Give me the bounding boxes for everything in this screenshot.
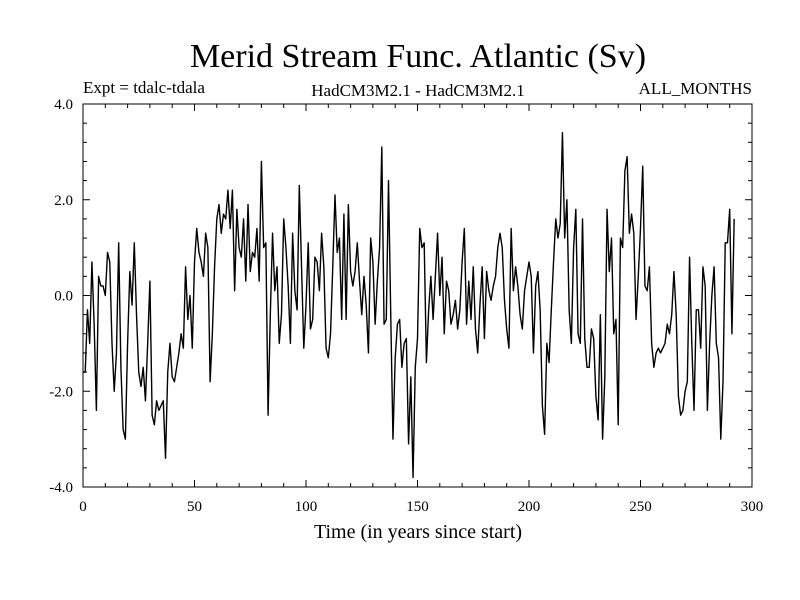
plot-frame — [82, 103, 753, 488]
series-line — [83, 132, 735, 479]
minor-ticks — [82, 103, 753, 488]
x-tick-label: 100 — [295, 499, 318, 515]
x-axis-ticks: 0 50 100 150 200 250 300 — [79, 499, 763, 515]
chart-title: Merid Stream Func. Atlantic (Sv) — [190, 38, 646, 75]
y-axis-ticks: -4.0 -2.0 0.0 2.0 4.0 — [49, 97, 73, 496]
x-tick-label: 50 — [187, 499, 202, 515]
x-axis-label: Time (in years since start) — [314, 521, 522, 543]
series-group — [83, 132, 735, 479]
y-tick-label: -2.0 — [49, 384, 73, 400]
chart-subtitle-center: HadCM3M2.1 - HadCM3M2.1 — [311, 81, 524, 100]
y-tick-label: 0.0 — [54, 289, 73, 305]
x-tick-label: 150 — [406, 499, 429, 515]
y-tick-label: 4.0 — [54, 97, 73, 113]
y-tick-label: -4.0 — [49, 480, 73, 496]
chart-subtitle-right: ALL_MONTHS — [639, 79, 752, 98]
x-tick-label: 200 — [518, 499, 541, 515]
y-tick-label: 2.0 — [54, 193, 73, 209]
x-tick-label: 0 — [79, 499, 87, 515]
x-tick-label: 250 — [629, 499, 652, 515]
chart-subtitle-left: Expt = tdalc-tdala — [83, 78, 205, 97]
x-tick-label: 300 — [741, 499, 764, 515]
